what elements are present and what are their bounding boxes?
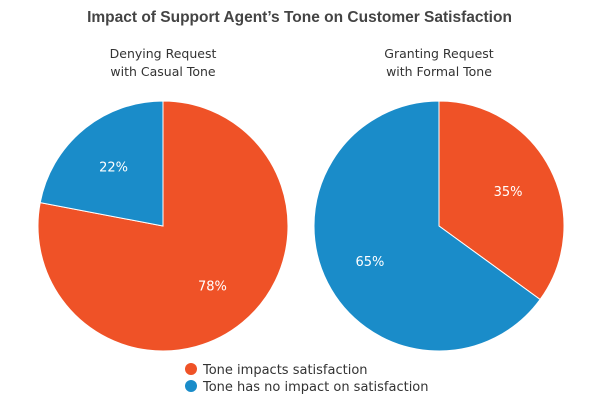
legend-marker-no-impact: [185, 380, 197, 392]
pie-left-slices: 78% 22%: [37, 100, 289, 352]
legend-label-impacts: Tone impacts satisfaction: [202, 363, 368, 378]
pie-right-slices: 35% 65%: [313, 100, 565, 352]
legend-marker-impacts: [185, 363, 197, 375]
chart-title: Impact of Support Agent’s Tone on Custom…: [87, 9, 512, 26]
pie-right-slice-impacts: [438, 100, 565, 301]
pie-right-subtitle-line1: Granting Request: [384, 46, 493, 61]
legend: Tone impacts satisfaction Tone has no im…: [185, 363, 429, 395]
pie-left-label-impacts: 78%: [198, 280, 227, 295]
pie-right-subtitle-line2: with Formal Tone: [386, 64, 492, 79]
pie-right-slice-no-impact: [313, 100, 541, 352]
pie-chart-right: Granting Request with Formal Tone 35% 65%: [313, 46, 565, 352]
pie-left-slice-no-impact: [39, 100, 164, 227]
pie-left-label-no-impact: 22%: [99, 160, 128, 175]
pie-left-subtitle-line2: with Casual Tone: [110, 64, 216, 79]
pie-right-label-impacts: 35%: [494, 185, 523, 200]
pie-left-subtitle-line1: Denying Request: [110, 46, 217, 61]
legend-label-no-impact: Tone has no impact on satisfaction: [202, 380, 429, 395]
pie-chart-left: Denying Request with Casual Tone 78% 22%: [37, 46, 289, 352]
pie-right-label-no-impact: 65%: [355, 255, 384, 270]
